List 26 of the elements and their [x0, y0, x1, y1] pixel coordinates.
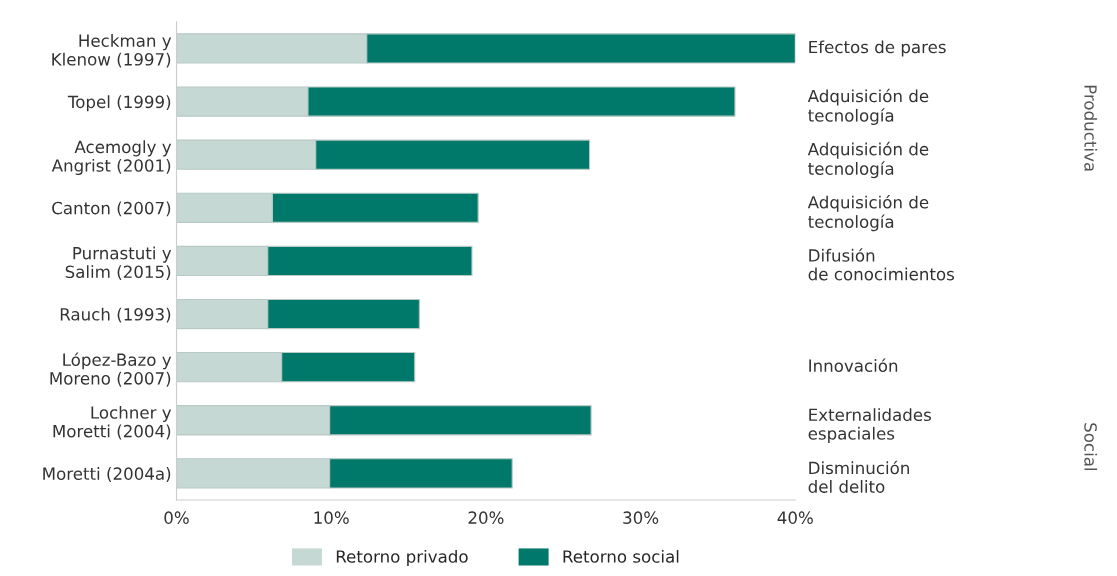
x-tick-label: 40% [777, 511, 813, 524]
x-tick-label: 0% [164, 511, 189, 524]
text: Social [1084, 423, 1098, 470]
y-tick-label: Purnastuti y Salim (2015) [65, 246, 172, 281]
text: Adquisición de tecnología [807, 88, 929, 126]
text: Externalidades espaciales [808, 408, 931, 443]
text: Innovación [809, 358, 898, 372]
text: Disminución del delito [808, 460, 909, 493]
text: Adquisición de tecnología [807, 141, 929, 179]
y-tick-label: Acemogly y Angrist (2001) [51, 140, 172, 176]
text: Productiva [1084, 85, 1098, 171]
text: Difusión de conocimientos [808, 248, 955, 281]
y-tick-label: Lochner y Moretti (2004) [53, 405, 172, 440]
y-tick-label: Rauch (1993) [60, 307, 171, 323]
x-tick-label: 20% [468, 511, 504, 524]
y-tick-label: Topel (1999) [67, 95, 171, 112]
text: Efectos de pares [809, 40, 946, 57]
y-tick-label: Canton (2007) [52, 201, 171, 217]
legend-label: Retorno privado [336, 549, 468, 567]
legend-label: Retorno social [563, 549, 679, 563]
x-tick-label: 30% [623, 511, 659, 524]
y-tick-label: Moretti (2004a) [43, 467, 171, 482]
text: Adquisición de tecnología [807, 194, 929, 232]
x-tick-label: 10% [314, 511, 349, 524]
y-tick-label: Heckman y Klenow (1997) [52, 34, 172, 68]
y-tick-label: López-Bazo y Moreno (2007) [50, 352, 172, 387]
